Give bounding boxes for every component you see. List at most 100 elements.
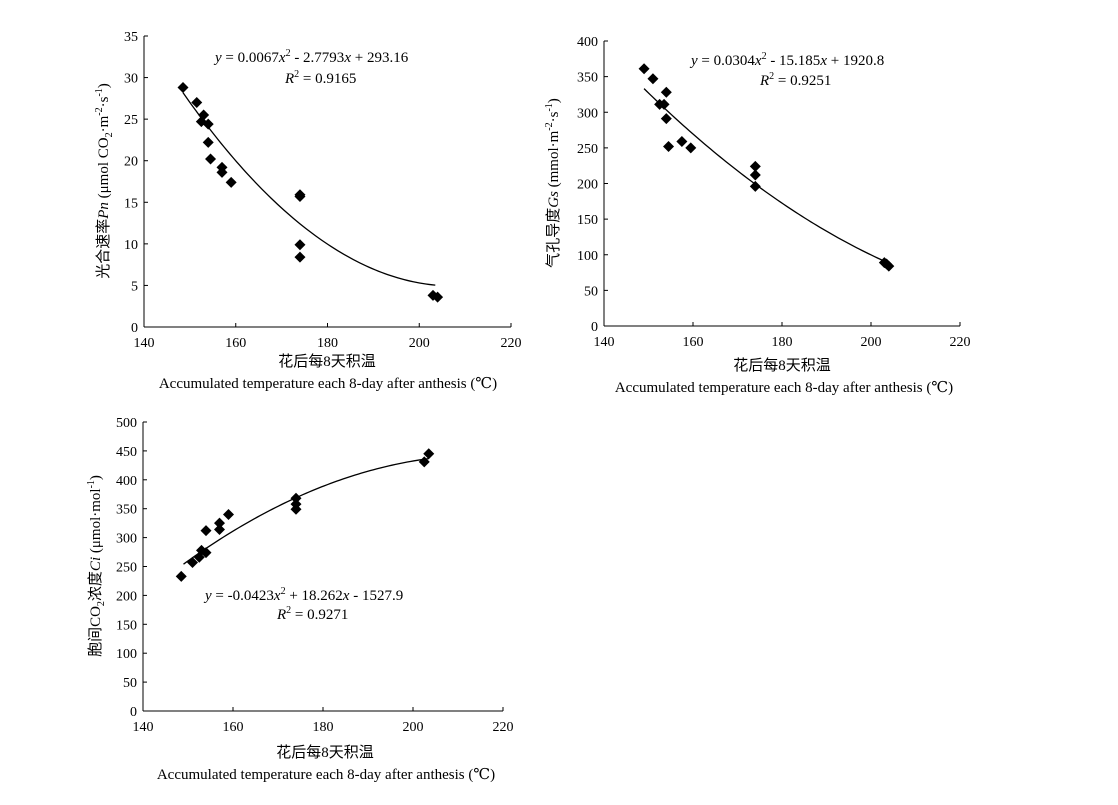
x-tick-label: 220 [501, 336, 522, 351]
y-tick-label: 50 [584, 284, 598, 299]
r-squared: R2 = 0.9251 [759, 71, 831, 89]
y-tick-label: 0 [131, 321, 138, 336]
r-squared: R2 = 0.9271 [276, 605, 348, 623]
data-point [290, 503, 302, 515]
y-tick-label: 150 [116, 618, 137, 633]
y-tick-label: 0 [130, 705, 137, 720]
data-point [423, 448, 435, 460]
x-tick-label: 200 [403, 720, 424, 735]
data-point [198, 109, 210, 121]
y-tick-label: 350 [116, 503, 137, 518]
y-tick-label: 100 [116, 647, 137, 662]
x-tick-label: 140 [134, 336, 155, 351]
y-tick-label: 500 [116, 416, 137, 431]
axes: 0 50 100 150 200 250 300 350 400 140 160 180 200 220 [577, 35, 971, 350]
x-axis-label-cn: 花后每8天积温 [276, 744, 374, 761]
x-tick-label: 220 [493, 720, 514, 735]
y-tick-label: 250 [116, 561, 137, 576]
data-point [187, 556, 198, 568]
data-point [214, 524, 225, 536]
data-point [200, 547, 212, 559]
chart-panel-ci: 0 50 100 150 200 250 300 350 400 450 500 140 160 180 2… [86, 416, 514, 783]
y-axis-label: 胞间CO2浓度Ci (μmol·mol-1) [86, 475, 107, 657]
x-tick-label: 140 [594, 335, 615, 350]
trend-layer [183, 457, 429, 565]
x-tick-label: 140 [133, 720, 154, 735]
regression-equation: y = 0.0304x2 - 15.185x + 1920.8 [689, 51, 884, 69]
trend-line [643, 88, 887, 263]
data-point [883, 260, 895, 272]
data-point [294, 189, 306, 201]
x-tick-label: 180 [317, 336, 338, 351]
data-point [418, 456, 430, 468]
y-tick-label: 0 [591, 320, 598, 335]
data-point [177, 82, 189, 94]
y-tick-label: 5 [131, 279, 138, 294]
data-point [294, 251, 306, 263]
x-tick-label: 180 [772, 335, 793, 350]
x-tick-label: 160 [683, 335, 704, 350]
y-tick-label: 20 [124, 155, 138, 170]
data-point [202, 118, 214, 130]
points-layer [638, 63, 895, 272]
data-point [214, 517, 225, 529]
y-tick-label: 400 [577, 35, 598, 50]
y-tick-label: 350 [577, 71, 598, 86]
y-tick-label: 200 [577, 178, 598, 193]
data-point [200, 525, 212, 537]
data-point [660, 86, 672, 98]
trend-line [183, 457, 429, 565]
data-point [660, 113, 672, 125]
data-point [432, 291, 444, 303]
trend-layer [182, 92, 436, 286]
data-point [294, 239, 306, 251]
data-point [749, 169, 761, 181]
data-point [225, 176, 237, 188]
y-tick-label: 150 [577, 213, 598, 228]
data-point [175, 570, 187, 582]
axes: 0 5 10 15 20 25 30 35 140 160 180 200 220 [124, 30, 522, 351]
data-point [685, 142, 697, 154]
r-squared: R2 = 0.9165 [284, 69, 356, 87]
data-point [202, 136, 214, 148]
data-point [749, 160, 761, 172]
axes: 0 50 100 150 200 250 300 350 400 450 500 140 160 180 2… [116, 416, 514, 735]
points-layer [177, 82, 444, 303]
data-point [749, 180, 761, 192]
regression-equation: y = 0.0067x2 - 2.7793x + 293.16 [213, 48, 409, 66]
y-tick-label: 15 [124, 196, 138, 211]
y-tick-label: 300 [116, 532, 137, 547]
data-point [676, 135, 688, 147]
y-tick-label: 50 [123, 676, 137, 691]
x-tick-label: 160 [225, 336, 246, 351]
y-tick-label: 450 [116, 445, 137, 460]
points-layer [175, 448, 435, 582]
y-tick-label: 250 [577, 142, 598, 157]
y-tick-label: 200 [116, 589, 137, 604]
x-axis-label-en: Accumulated temperature each 8-day after… [157, 767, 495, 783]
x-tick-label: 220 [950, 335, 971, 350]
data-point [191, 97, 203, 109]
regression-equation: y = -0.0423x2 + 18.262x - 1527.9 [203, 586, 403, 604]
trend-line [182, 92, 436, 286]
data-point [223, 508, 234, 520]
x-tick-label: 200 [861, 335, 882, 350]
y-tick-label: 100 [577, 249, 598, 264]
x-axis-label-cn: 花后每8天积温 [278, 353, 376, 370]
y-tick-label: 25 [124, 113, 138, 128]
x-axis-label-cn: 花后每8天积温 [733, 357, 831, 374]
x-tick-label: 200 [409, 336, 430, 351]
data-point [663, 140, 675, 152]
y-axis-label: 光合速率Pn (μmol CO2·m-2·s-1) [94, 83, 115, 279]
y-tick-label: 35 [124, 30, 138, 45]
data-point [638, 63, 650, 75]
x-tick-label: 180 [313, 720, 334, 735]
chart-panel-pn: 0 5 10 15 20 25 30 35 140 160 180 200 220 y = 0.0067… [94, 30, 522, 392]
data-point [216, 166, 228, 178]
data-point [205, 153, 217, 165]
trend-layer [643, 88, 887, 263]
y-axis-label: 气孔导度Gs (mmol·m-2·s-1) [544, 98, 562, 268]
data-point [647, 73, 659, 85]
